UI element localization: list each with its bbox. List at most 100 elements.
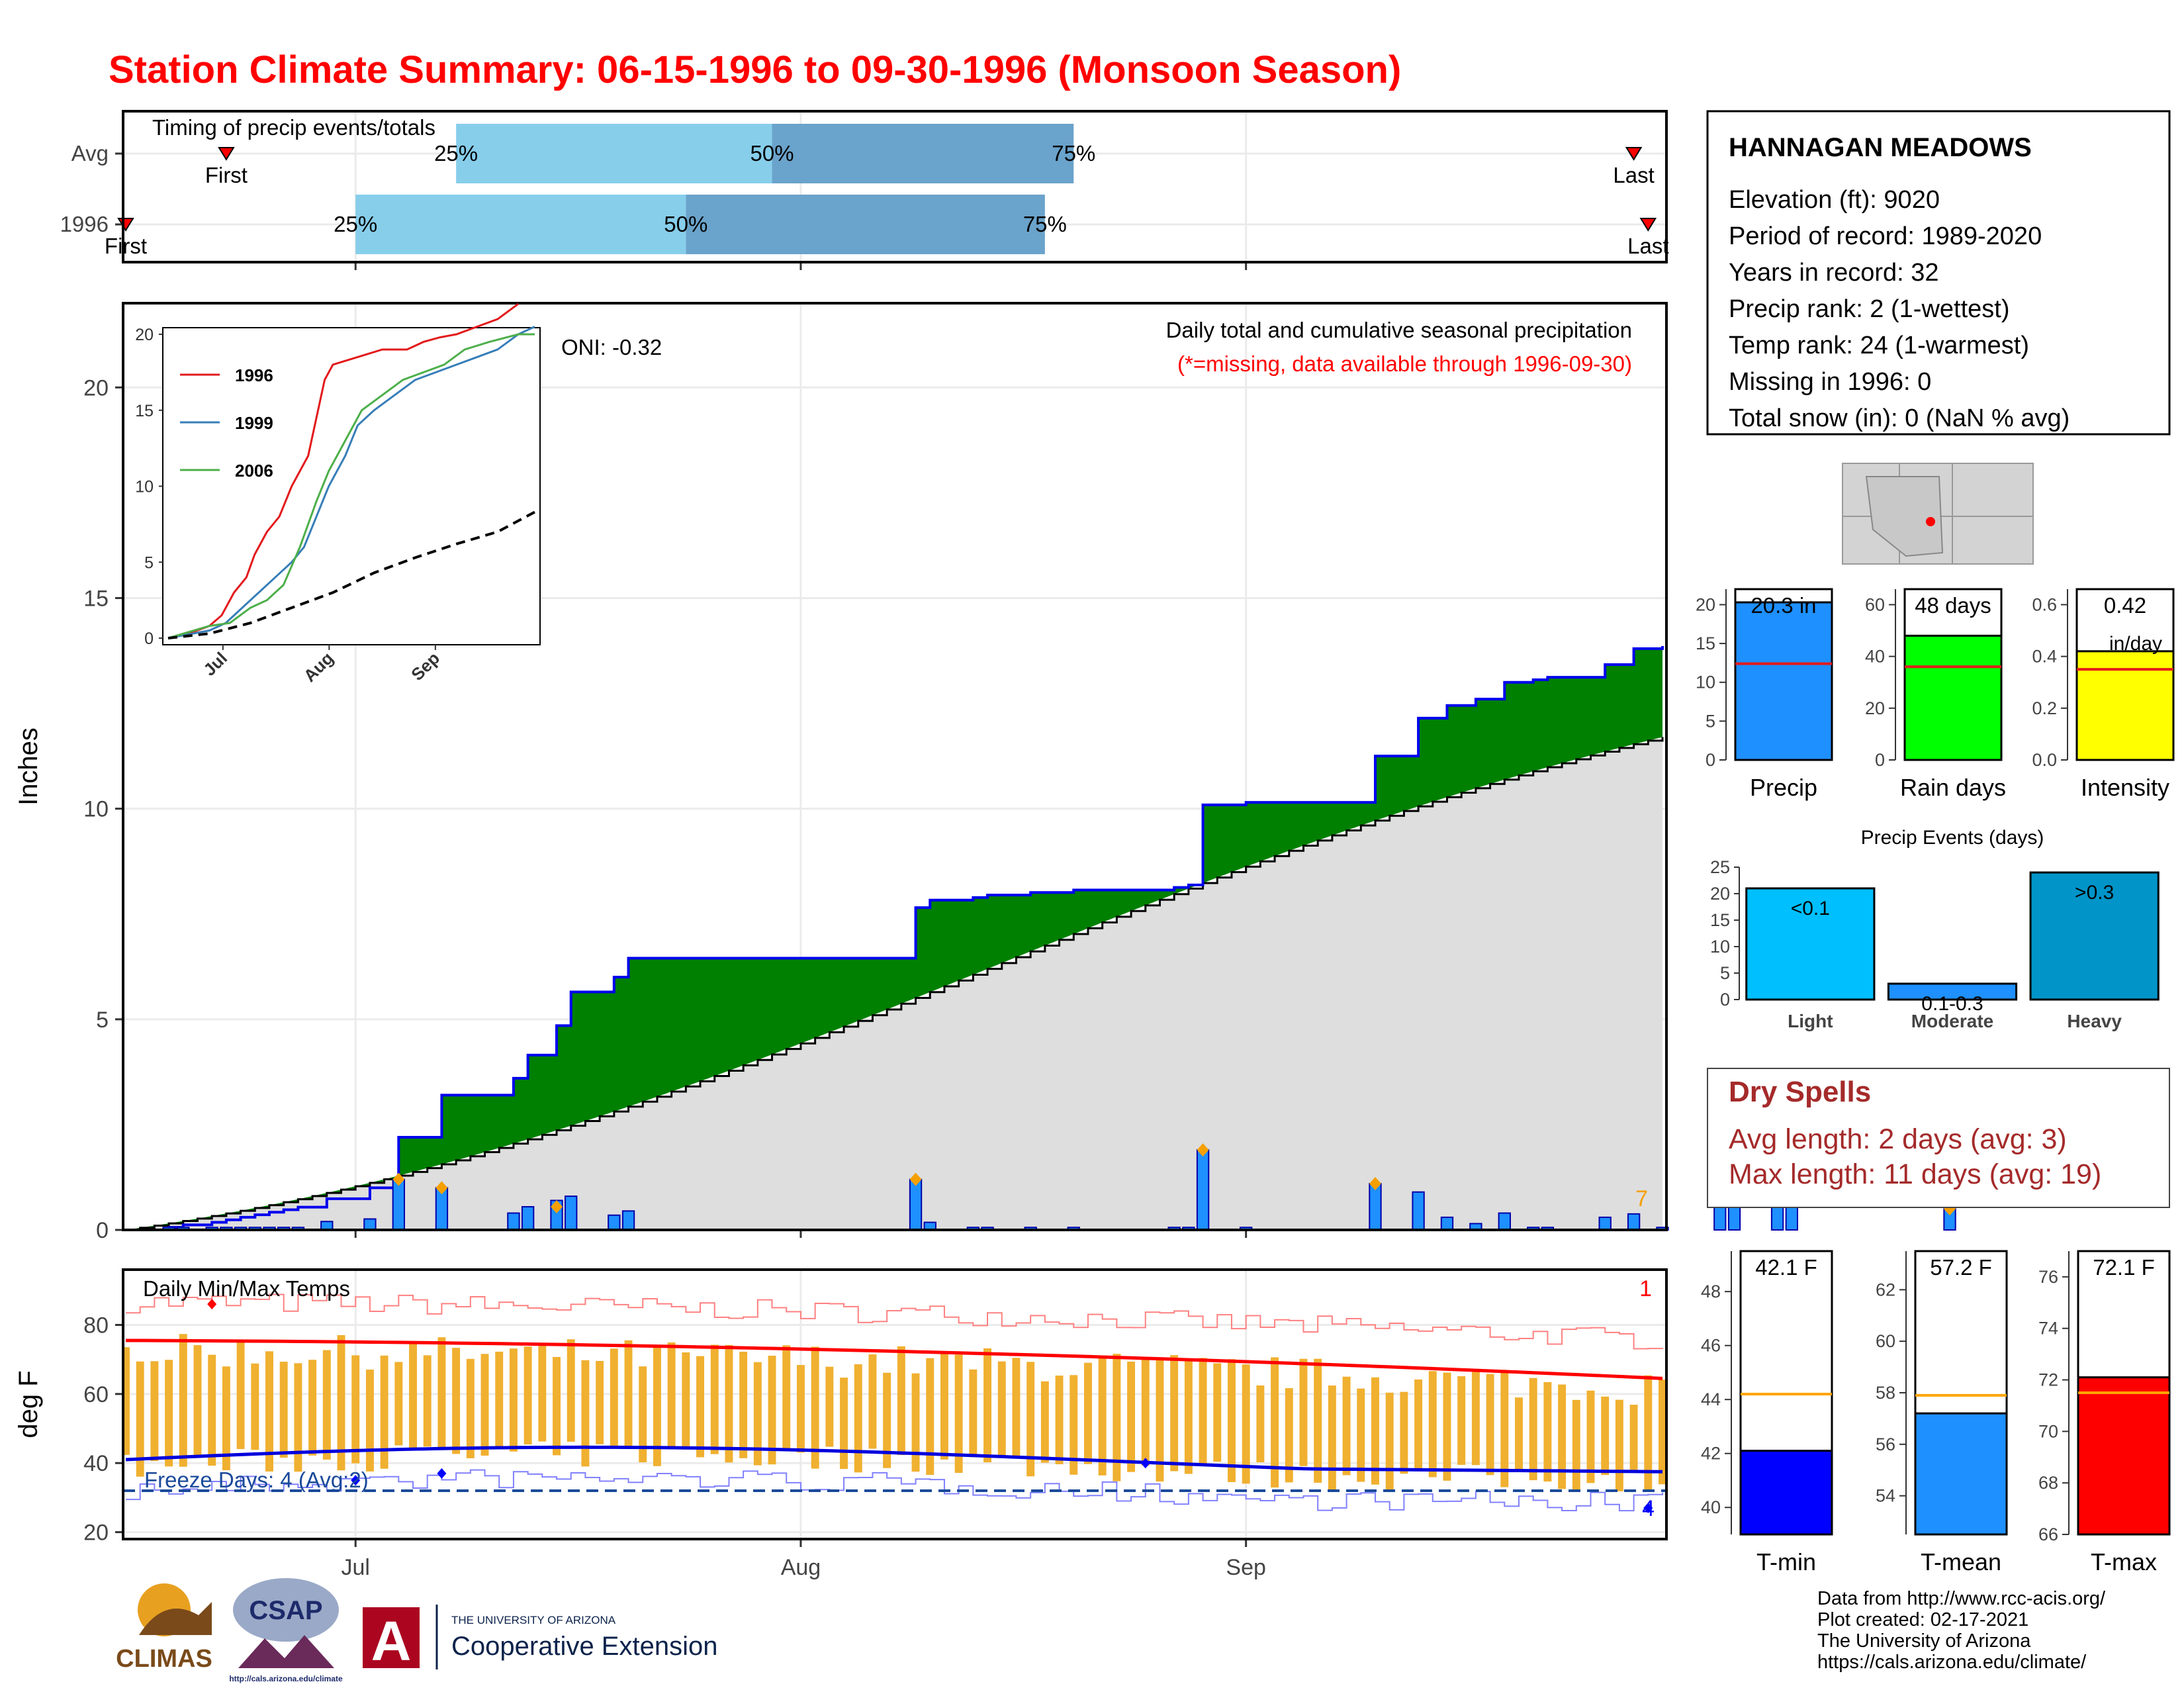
temp-bar <box>1914 1412 2008 1536</box>
timing-p50-label: 50% <box>664 212 707 236</box>
inset-legend-label: 1999 <box>235 413 273 433</box>
daily-temp-bar <box>1572 1399 1580 1491</box>
record-marker <box>1140 1458 1150 1469</box>
summary-axis-label: Rain days <box>1900 774 2006 801</box>
temp-y-tick-label: 56 <box>1876 1434 1895 1454</box>
climas-logo-mark <box>139 1602 212 1635</box>
summary-unit-label: in/day <box>2109 633 2162 655</box>
inset-series-line <box>167 303 519 639</box>
daily-temp-bar <box>1529 1378 1537 1481</box>
dry-spells-max: Max length: 11 days (avg: 19) <box>1729 1158 2101 1190</box>
daily-temp-bar <box>351 1355 360 1464</box>
dry-spells-title: Dry Spells <box>1729 1076 1871 1108</box>
precip-panel: 0 5 10 15 20 Inches Daily total and cumulative… <box>14 302 1956 1243</box>
csap-logo-mountain <box>238 1635 334 1668</box>
temp-border <box>122 1268 1668 1540</box>
timing-panel: 25% 50% 75% First Last Avg 25% 50% 75% First Last 1… <box>60 110 1668 270</box>
daily-temp-bar <box>639 1366 647 1463</box>
daily-temp-bar <box>480 1354 489 1456</box>
daily-precip-bar <box>392 1178 405 1231</box>
daily-temp-bar <box>495 1351 504 1450</box>
timing-bar-low <box>355 195 686 254</box>
timing-marker-label: First <box>105 234 147 258</box>
daily-temp-bar <box>437 1337 446 1448</box>
daily-temp-bar <box>725 1344 733 1463</box>
footer-credit-line: https://cals.arizona.edu/climate/ <box>1817 1652 2087 1673</box>
events-bar <box>2029 871 2160 1001</box>
events-bar-label: 0.1-0.3 <box>1921 993 1983 1015</box>
daily-temp-bar <box>911 1373 920 1472</box>
summary-value-label: 0.42 <box>2104 593 2146 618</box>
events-bar-label: >0.3 <box>2075 882 2114 904</box>
daily-temp-bar <box>1184 1358 1193 1474</box>
daily-temp-bar <box>1256 1385 1265 1463</box>
temp-value-label: 57.2 F <box>1930 1255 1992 1280</box>
daily-temp-bar <box>610 1348 618 1448</box>
daily-temp-bar <box>308 1360 317 1456</box>
daily-temp-bar <box>294 1363 302 1472</box>
timing-marker <box>1639 218 1657 232</box>
daily-temp-bar <box>940 1352 948 1460</box>
events-bar <box>1887 982 2018 1001</box>
timing-row-label: 1996 <box>60 212 109 236</box>
daily-temp-bar <box>653 1346 661 1466</box>
temp-y-tick-label: 42 <box>1701 1444 1721 1464</box>
daily-precip-bar <box>565 1196 578 1231</box>
station-info-line: Precip rank: 2 (1-wettest) <box>1729 295 2009 323</box>
daily-temp-bar <box>868 1354 877 1449</box>
inset-y-tick-label: 0 <box>144 630 154 648</box>
avg-tmin-line <box>125 1445 1663 1474</box>
daily-temp-bar <box>682 1352 690 1450</box>
daily-temp-bar <box>796 1365 805 1453</box>
summary-y-tick-label: 20 <box>1696 594 1715 614</box>
station-info-line: Period of record: 1989-2020 <box>1729 222 2042 250</box>
timing-p25-label: 25% <box>434 141 478 165</box>
daily-temp-bar <box>1428 1371 1437 1477</box>
y-tick-label: 20 <box>83 1521 109 1546</box>
events-category-label: Light <box>1788 1011 1833 1031</box>
daily-temp-bar <box>193 1345 202 1457</box>
daily-temp-bar <box>165 1360 173 1467</box>
summary-y-tick-label: 0 <box>1706 750 1715 770</box>
y-tick-label: 80 <box>83 1313 109 1338</box>
extreme-marker <box>909 1172 922 1186</box>
events-y-tick-label: 10 <box>1710 937 1730 957</box>
daily-temp-bar <box>1515 1397 1523 1472</box>
csap-logo-cloud <box>233 1578 339 1642</box>
daily-temp-bar <box>1500 1371 1509 1487</box>
summary-y-tick-label: 10 <box>1696 673 1715 692</box>
daily-temp-bar <box>1457 1376 1466 1465</box>
timing-marker-label: Last <box>1613 163 1654 187</box>
daily-temp-bar <box>150 1361 159 1462</box>
daily-temp-bar <box>1400 1391 1408 1474</box>
daily-temp-bar <box>883 1372 891 1468</box>
extreme-marker <box>1197 1143 1209 1157</box>
daily-precip-bar <box>621 1210 635 1231</box>
daily-temp-bar <box>1629 1405 1638 1470</box>
inset-y-tick-label: 5 <box>144 553 154 572</box>
temp-y-tick-label: 46 <box>1701 1336 1721 1356</box>
record-high-count: 1 <box>1639 1276 1652 1301</box>
station-info-line: Total snow (in): 0 (NaN % avg) <box>1729 404 2070 432</box>
temp-bar <box>1739 1450 1833 1536</box>
temp-y-tick-label: 60 <box>1876 1331 1895 1351</box>
temp-y-tick-label: 70 <box>2038 1421 2058 1441</box>
daily-temp-bar <box>1299 1358 1308 1466</box>
temp-y-tick-label: 68 <box>2038 1473 2058 1493</box>
extreme-marker <box>392 1172 405 1186</box>
station-name: HANNAGAN MEADOWS <box>1729 133 2032 162</box>
timing-marker-label: Last <box>1627 234 1668 258</box>
summary-axis-label: Intensity <box>2081 774 2169 801</box>
daily-precip-bar <box>1627 1213 1641 1231</box>
summary-panel: 0 5 10 15 20 20.3 in Precip <box>1696 588 1833 801</box>
summary-y-tick-label: 40 <box>1865 647 1885 667</box>
daily-temp-bar <box>423 1355 432 1447</box>
dry-spells-border <box>1707 1068 2170 1208</box>
daily-temp-bar <box>394 1362 403 1446</box>
daily-temp-bar <box>567 1339 575 1442</box>
summary-panel: 0.0 0.2 0.4 0.6 0.42 in/day Intensity <box>2032 588 2175 801</box>
temp-value-label: 72.1 F <box>2093 1255 2155 1280</box>
daily-temp-bar <box>1342 1376 1351 1476</box>
daily-temp-bar <box>1357 1388 1365 1482</box>
